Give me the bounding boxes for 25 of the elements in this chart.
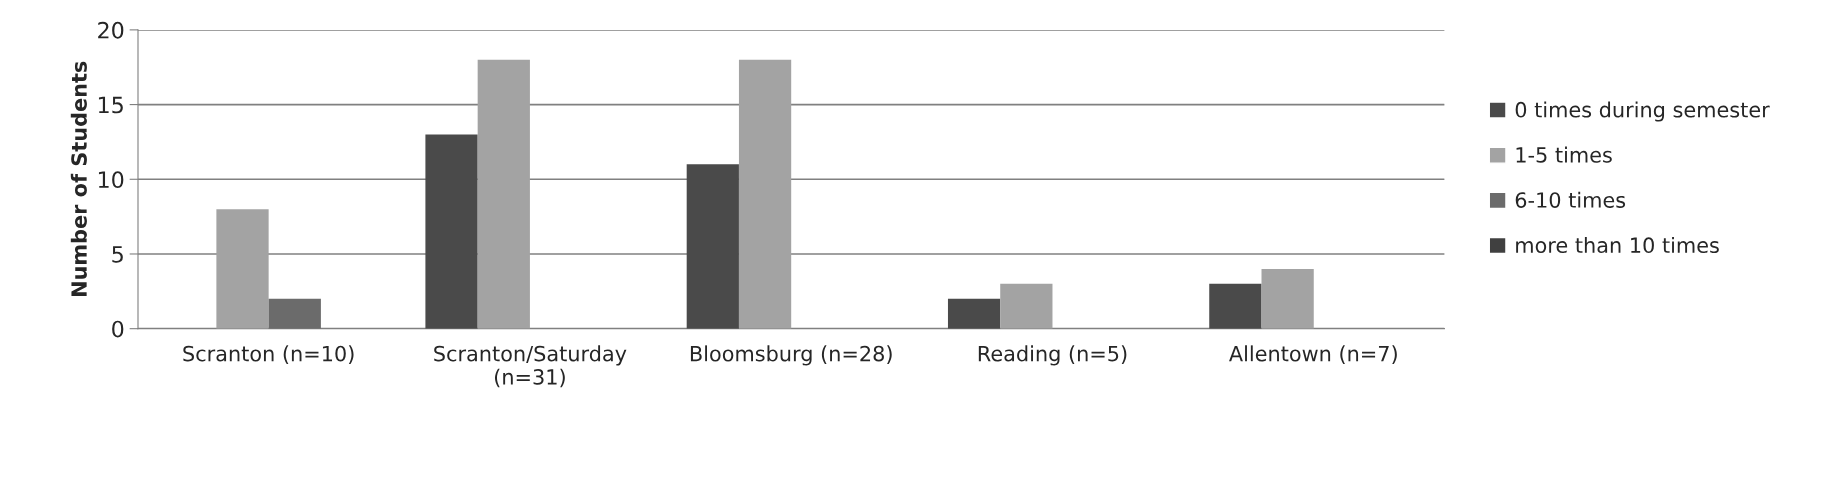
bar <box>738 59 792 329</box>
bar <box>268 298 321 329</box>
bar <box>947 298 1001 329</box>
legend-label: 6-10 times <box>1515 191 1626 208</box>
legend-label: 0 times during semester <box>1515 101 1770 122</box>
y-tick-label: 10 <box>98 171 124 189</box>
x-tick-label: Reading (n=5) <box>978 345 1127 366</box>
y-tick-label: 5 <box>112 246 123 263</box>
bar <box>425 134 478 329</box>
y-tick-label: 20 <box>98 21 124 39</box>
x-tick-label: Allentown (n=7) <box>1229 345 1397 364</box>
bar <box>686 164 739 329</box>
x-tick-label: Scranton/Saturday (n=31) <box>434 345 627 388</box>
bar <box>1209 283 1262 329</box>
bar <box>477 59 530 329</box>
bar <box>216 209 269 329</box>
x-tick-label: Scranton (n=10) <box>183 345 354 364</box>
legend-label: more than 10 times <box>1516 236 1719 254</box>
bar <box>1261 268 1314 329</box>
y-tick-label: 0 <box>112 320 124 338</box>
y-axis-title: Number of Students <box>70 61 87 296</box>
legend-label: 1-5 times <box>1516 146 1612 163</box>
y-tick-label: 15 <box>98 96 123 114</box>
bar <box>1000 283 1053 329</box>
x-tick-label: Bloomsburg (n=28) <box>690 345 892 366</box>
